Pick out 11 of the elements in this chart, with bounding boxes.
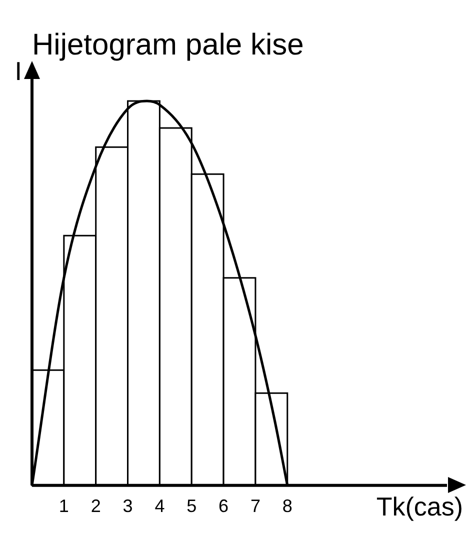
x-tick-label: 8 [282,496,292,516]
x-tick-label: 5 [186,496,197,516]
x-axis-title: Tk(cas) [376,492,463,522]
x-tick-label: 7 [250,496,260,516]
y-axis-title: I [14,56,22,86]
x-tick-label: 3 [122,496,133,516]
x-tick-label: 4 [154,496,165,516]
chart-title: Hijetogram pale kise [32,28,304,62]
x-tick-label: 6 [218,496,229,516]
x-tick-label: 1 [58,496,69,516]
x-tick-label: 2 [90,496,101,516]
